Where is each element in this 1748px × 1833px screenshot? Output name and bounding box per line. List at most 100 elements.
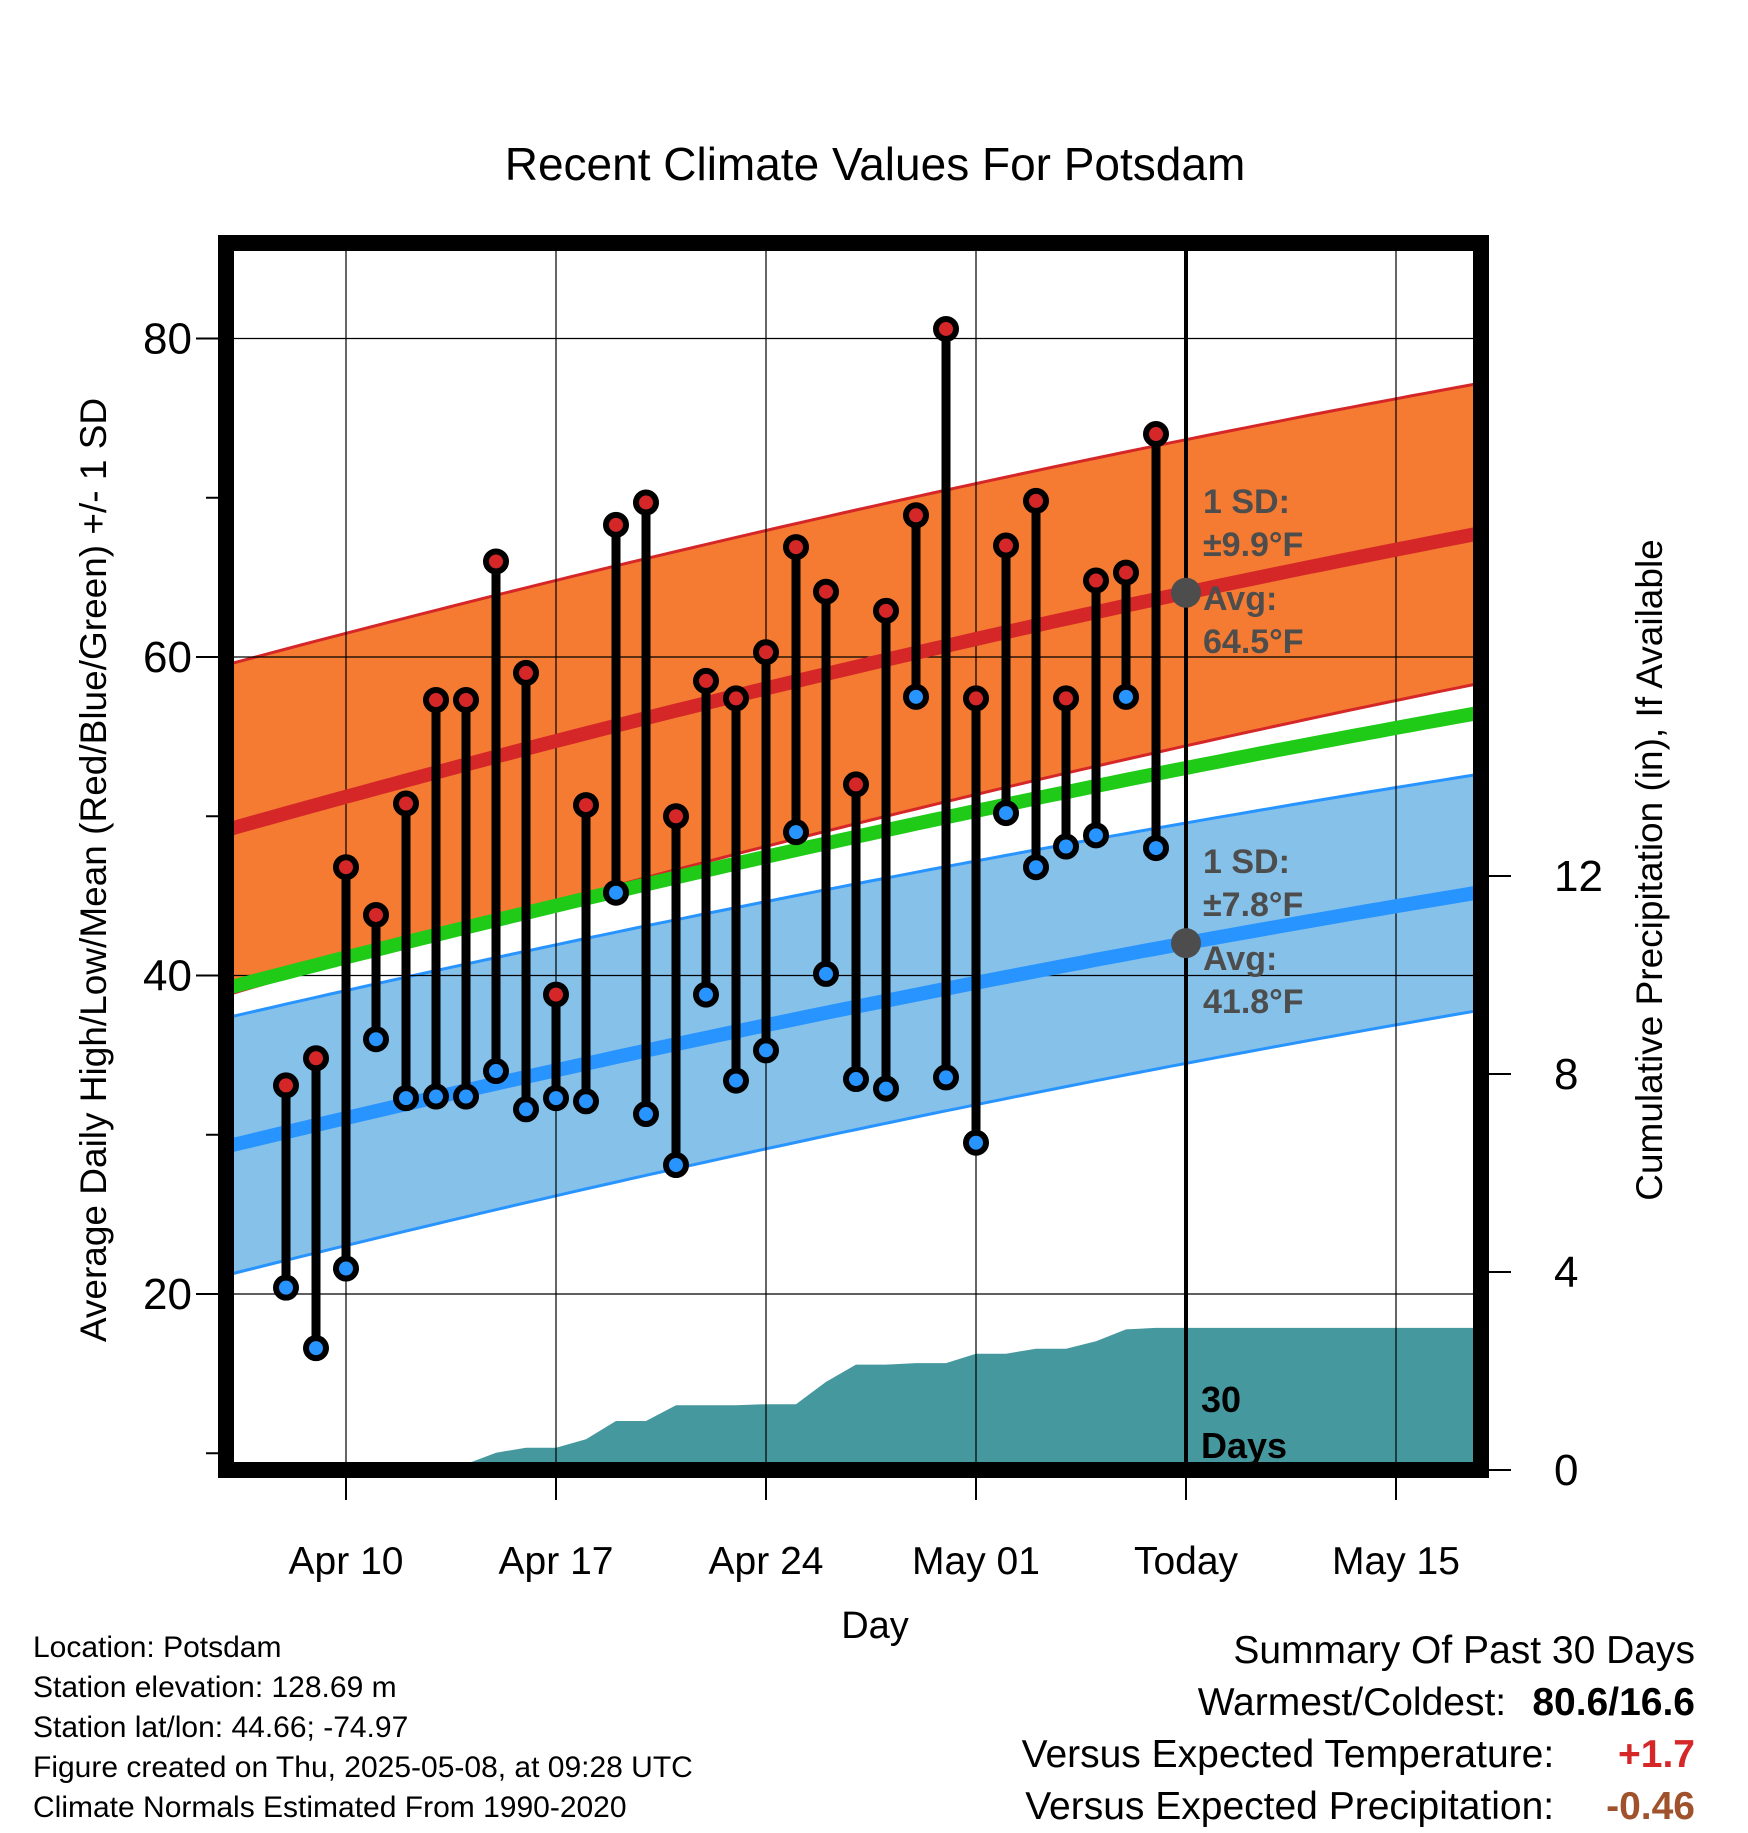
precip-diff-label: Versus Expected Precipitation:	[1025, 1785, 1555, 1828]
daily-low-point	[1023, 854, 1049, 881]
daily-low-point	[333, 1255, 359, 1282]
daily-low-point	[663, 1152, 689, 1179]
daily-high-point	[483, 548, 509, 575]
plot-frame	[218, 235, 1489, 1478]
daily-high-point	[1083, 567, 1109, 594]
x-tick-label: May 15	[1332, 1540, 1460, 1583]
daily-low-point	[813, 960, 839, 987]
daily-low-point	[1143, 835, 1169, 862]
daily-high-point	[963, 685, 989, 712]
daily-low-point	[843, 1066, 869, 1093]
daily-high-point	[513, 659, 539, 686]
summary-temp-row: Versus Expected Temperature: +1.7	[1022, 1729, 1695, 1781]
low-sd-value: ±7.8°F	[1203, 886, 1303, 924]
daily-low-point	[393, 1085, 419, 1112]
x-tick-label: May 01	[912, 1540, 1040, 1583]
period-word: Days	[1201, 1425, 1287, 1466]
precip-area	[286, 1327, 1481, 1470]
daily-low-point	[993, 800, 1019, 827]
daily-low-point	[543, 1085, 569, 1112]
daily-high-point	[423, 686, 449, 713]
y-tick-label: 60	[143, 633, 192, 682]
elevation-text: Station elevation: 128.69 m	[33, 1671, 397, 1704]
daily-high-point	[1113, 559, 1139, 586]
daily-high-point	[1143, 421, 1169, 448]
daily-high-point	[993, 532, 1019, 559]
daily-low-point	[873, 1075, 899, 1102]
daily-high-point	[573, 792, 599, 819]
normals-text: Climate Normals Estimated From 1990-2020	[33, 1791, 627, 1824]
daily-low-point	[513, 1096, 539, 1123]
y2-tick-label: 4	[1554, 1248, 1578, 1297]
period-number: 30	[1201, 1379, 1241, 1420]
y2-tick-label: 12	[1554, 852, 1603, 901]
location-text: Location: Potsdam	[33, 1631, 282, 1664]
plot-area: 1 SD: ±9.9°F Avg: 64.5°F 1 SD: ±7.8°F Avg: 41.8…	[143, 235, 1603, 1583]
daily-high-point	[543, 981, 569, 1008]
daily-high-point	[663, 803, 689, 830]
chart-title: Recent Climate Values For Potsdam	[505, 138, 1246, 190]
y2-axis-label: Cumulative Precipitation (in), If Availa…	[1629, 539, 1670, 1201]
y-tick-label: 20	[143, 1270, 192, 1319]
y2-tick-label: 8	[1554, 1050, 1578, 1099]
daily-high-point	[813, 578, 839, 605]
daily-high-point	[1053, 685, 1079, 712]
high-avg-marker	[1171, 577, 1201, 608]
y-axis-label: Average Daily High/Low/Mean (Red/Blue/Gr…	[73, 398, 114, 1342]
y2-tick-label: 0	[1554, 1446, 1578, 1495]
y-tick-label: 80	[143, 315, 192, 364]
low-band-lower-edge	[226, 1008, 1481, 1277]
daily-high-point	[1023, 487, 1049, 514]
normal-high-line	[226, 525, 1481, 838]
high-avg-label: Avg:	[1203, 580, 1277, 618]
warmest-value: 80.6/16.6	[1532, 1681, 1695, 1724]
daily-low-point	[273, 1274, 299, 1301]
daily-low-point	[963, 1129, 989, 1156]
x-tick-label: Today	[1134, 1540, 1239, 1583]
daily-high-point	[363, 901, 389, 928]
summary-title: Summary Of Past 30 Days	[1233, 1629, 1695, 1672]
station-info: Location: Potsdam Station elevation: 128…	[33, 1628, 693, 1828]
daily-high-point	[783, 534, 809, 561]
daily-high-point	[453, 686, 479, 713]
daily-low-point	[1053, 833, 1079, 860]
daily-low-point	[573, 1088, 599, 1115]
low-avg-marker	[1171, 928, 1201, 959]
x-axis-label: Day	[841, 1605, 909, 1647]
daily-low-point	[1113, 683, 1139, 710]
daily-low-point	[1083, 822, 1109, 849]
daily-low-point	[423, 1083, 449, 1110]
daily-low-point	[303, 1335, 329, 1362]
precip-diff-value: -0.46	[1606, 1785, 1695, 1828]
x-tick-label: Apr 10	[289, 1540, 404, 1583]
daily-low-point	[933, 1064, 959, 1091]
daily-high-point	[903, 502, 929, 529]
daily-low-point	[693, 981, 719, 1008]
latlon-text: Station lat/lon: 44.66; -74.97	[33, 1711, 409, 1744]
low-avg-value: 41.8°F	[1203, 983, 1304, 1021]
daily-high-point	[753, 639, 779, 666]
high-sd-label: 1 SD:	[1203, 483, 1290, 521]
y-tick-label: 40	[143, 952, 192, 1001]
daily-high-point	[393, 790, 419, 817]
high-avg-value: 64.5°F	[1203, 623, 1304, 661]
daily-low-point	[753, 1037, 779, 1064]
daily-high-point	[273, 1072, 299, 1099]
low-avg-label: Avg:	[1203, 940, 1277, 978]
daily-low-point	[903, 683, 929, 710]
daily-high-point	[603, 511, 629, 538]
daily-high-point	[303, 1045, 329, 1072]
high-sd-band	[226, 383, 1481, 996]
warmest-label: Warmest/Coldest:	[1197, 1681, 1507, 1724]
summary-panel: Summary Of Past 30 Days Warmest/Coldest:…	[1022, 1625, 1695, 1833]
daily-low-point	[603, 879, 629, 906]
high-band-upper-edge	[226, 381, 1481, 667]
daily-high-point	[693, 667, 719, 694]
high-sd-value: ±9.9°F	[1203, 526, 1303, 564]
created-text: Figure created on Thu, 2025-05-08, at 09…	[33, 1751, 693, 1784]
daily-high-point	[843, 771, 869, 798]
daily-high-point	[933, 315, 959, 342]
daily-high-point	[633, 489, 659, 516]
daily-low-point	[483, 1058, 509, 1085]
